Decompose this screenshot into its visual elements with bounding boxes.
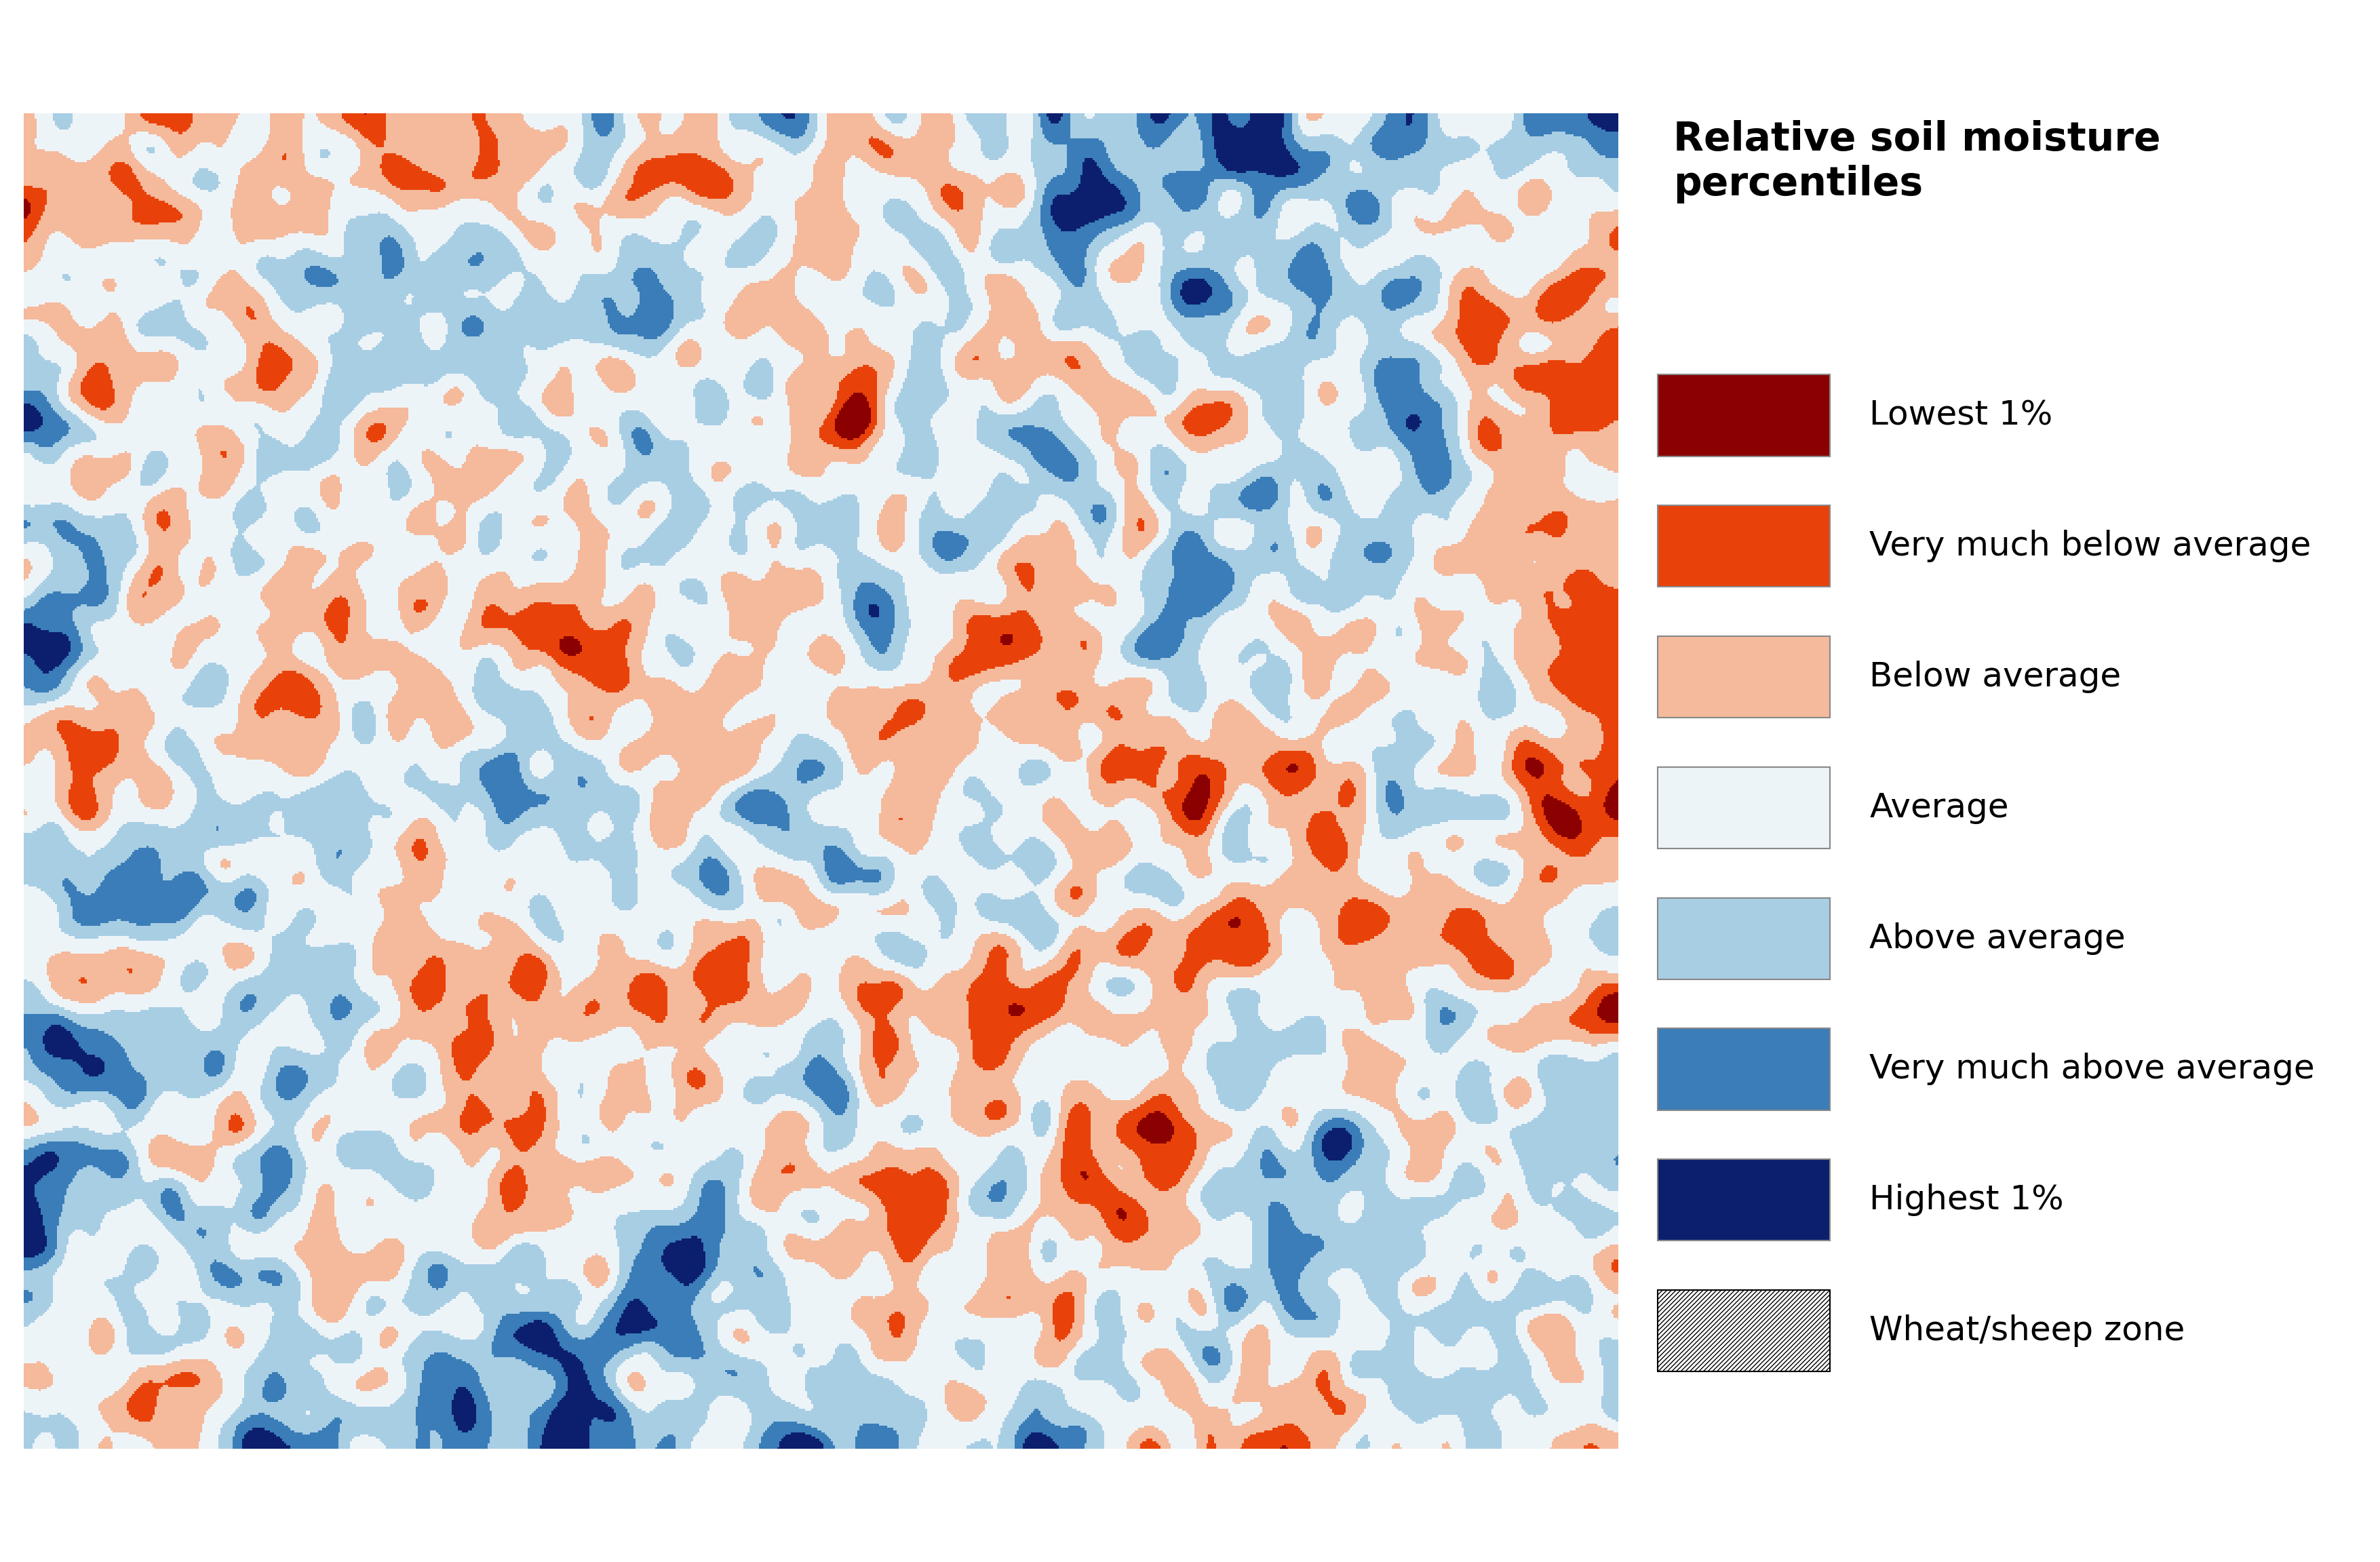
- Bar: [1656, 1290, 1830, 1371]
- Text: Above average: Above average: [1871, 922, 2125, 954]
- Bar: [1656, 375, 1830, 456]
- Bar: [1656, 767, 1830, 848]
- Bar: [1656, 1028, 1830, 1111]
- Text: Below average: Below average: [1871, 661, 2121, 694]
- Bar: [1656, 636, 1830, 717]
- Bar: [1656, 506, 1830, 587]
- Text: Very much below average: Very much below average: [1871, 530, 2311, 562]
- Text: Very much above average: Very much above average: [1871, 1053, 2316, 1086]
- Bar: [1656, 898, 1830, 979]
- Text: Wheat/sheep zone: Wheat/sheep zone: [1871, 1314, 2185, 1346]
- Text: Highest 1%: Highest 1%: [1871, 1184, 2063, 1217]
- Text: Lowest 1%: Lowest 1%: [1871, 400, 2054, 431]
- Bar: [1656, 1159, 1830, 1240]
- Text: Average: Average: [1871, 792, 2009, 825]
- Text: Relative soil moisture
percentiles: Relative soil moisture percentiles: [1673, 120, 2161, 203]
